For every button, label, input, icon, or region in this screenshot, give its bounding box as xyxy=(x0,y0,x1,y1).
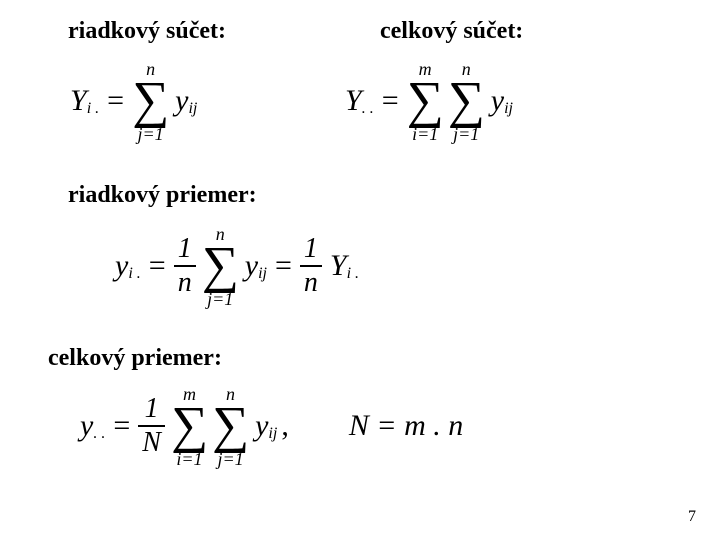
row-sum-term-base: y xyxy=(175,84,188,118)
total-mean-sigma2: n ∑ j=1 xyxy=(212,385,249,468)
row-mean-lhs-base: y xyxy=(115,249,128,283)
row-sum-lhs-base: Y xyxy=(70,84,87,118)
total-mean-frac-num: 1 xyxy=(138,393,165,425)
total-mean-term-sub: ij xyxy=(268,425,277,443)
row-mean-sigma: n ∑ j=1 xyxy=(202,225,239,308)
label-total-mean: celkový priemer: xyxy=(48,345,222,372)
total-mean-sigma2-bot: j=1 xyxy=(212,450,249,468)
total-mean-frac-den: N xyxy=(138,425,165,459)
total-sum-term-sub: ij xyxy=(504,100,513,118)
row-mean-rhs-sub: i . xyxy=(347,265,359,283)
row-mean-term-base: y xyxy=(245,249,258,283)
total-sum-sigma1: m ∑ i=1 xyxy=(407,60,444,143)
row-mean-frac1: 1 n xyxy=(174,233,196,299)
n-definition: N = m . n xyxy=(349,409,463,443)
row-mean-frac1-den: n xyxy=(174,265,196,299)
label-row-sum: riadkový súčet: xyxy=(68,18,226,45)
equals: = xyxy=(275,249,292,283)
row-mean-frac2-num: 1 xyxy=(300,233,322,265)
total-mean-sigma1-bot: i=1 xyxy=(171,450,208,468)
total-mean-frac: 1 N xyxy=(138,393,165,459)
total-sum-sigma1-bot: i=1 xyxy=(407,125,444,143)
row-sum-sigma-bot: j=1 xyxy=(132,125,169,143)
total-mean-sigma1: m ∑ i=1 xyxy=(171,385,208,468)
total-sum-sigma2: n ∑ j=1 xyxy=(448,60,485,143)
total-mean-comma: , xyxy=(281,409,289,443)
total-sum-lhs-sub: . . xyxy=(362,100,374,118)
label-total-sum: celkový súčet: xyxy=(380,18,523,45)
total-sum-lhs-base: Y xyxy=(345,84,362,118)
row-mean-frac1-num: 1 xyxy=(174,233,196,265)
row-mean-frac2-den: n xyxy=(300,265,322,299)
row-sum-lhs-sub: i . xyxy=(87,100,99,118)
total-sum-term-base: y xyxy=(491,84,504,118)
equals: = xyxy=(107,84,124,118)
row-mean-lhs-sub: i . xyxy=(128,265,140,283)
total-mean-term-base: y xyxy=(255,409,268,443)
row-mean-term-sub: ij xyxy=(258,265,267,283)
equals: = xyxy=(113,409,130,443)
page-number: 7 xyxy=(688,508,696,526)
formula-total-sum: Y . . = m ∑ i=1 n ∑ j=1 y ij xyxy=(345,60,513,143)
row-sum-term-sub: ij xyxy=(188,100,197,118)
total-sum-sigma2-bot: j=1 xyxy=(448,125,485,143)
row-mean-frac2: 1 n xyxy=(300,233,322,299)
formula-row-mean: y i . = 1 n n ∑ j=1 y ij = 1 n Y i . xyxy=(115,225,359,308)
row-mean-sigma-bot: j=1 xyxy=(202,290,239,308)
total-mean-lhs-base: y xyxy=(80,409,93,443)
formula-total-mean: y . . = 1 N m ∑ i=1 n ∑ j=1 y ij , N = m… xyxy=(80,385,463,468)
label-row-mean: riadkový priemer: xyxy=(68,182,257,209)
formula-row-sum: Y i . = n ∑ j=1 y ij xyxy=(70,60,197,143)
row-sum-sigma: n ∑ j=1 xyxy=(132,60,169,143)
equals: = xyxy=(382,84,399,118)
total-mean-lhs-sub: . . xyxy=(93,425,105,443)
equals: = xyxy=(149,249,166,283)
row-mean-rhs-base: Y xyxy=(330,249,347,283)
